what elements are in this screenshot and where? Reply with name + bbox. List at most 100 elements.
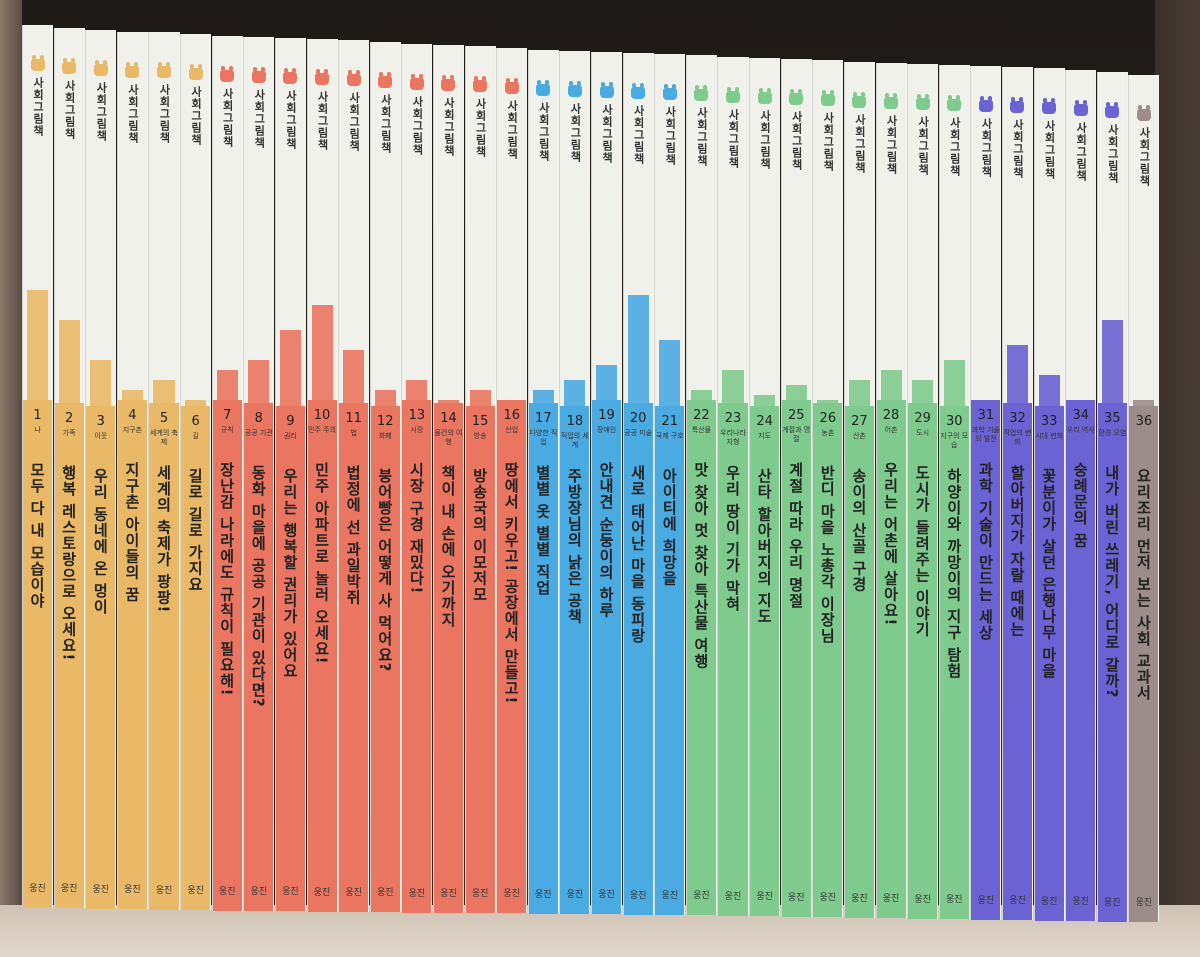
book-spine[interactable]: 사회그림책 23 우리나라 지형 우리 땅이 기가 막혀 웅진 [717,57,749,916]
mascot-icon [30,55,45,71]
book-spine[interactable]: 사회그림책 13 시장 시장 구경 재밌다! 웅진 [401,44,433,913]
book-spine[interactable]: 사회그림책 33 시대 변화 꽃분이가 살던 은행나무 마을 웅진 [1033,68,1065,921]
mascot-icon [884,93,899,109]
mascot-icon [125,62,140,78]
mascot-icon [441,75,456,91]
book-title: 우리는 행복할 권리가 있어요 [280,468,299,679]
publisher-label: 웅진 [661,891,679,901]
series-label: 사회그림책 [790,111,804,171]
spine-color-band: 36 요리조리 먼저 보는 사회 교과서 웅진 [1129,406,1159,922]
series-label: 사회그림책 [821,112,835,172]
book-spine[interactable]: 사회그림책 27 산촌 송이의 산골 구경 웅진 [843,62,875,918]
subject-label: 산업 [505,426,519,434]
volume-number: 36 [1135,414,1153,429]
book-spine[interactable]: 사회그림책 4 지구촌 지구촌 아이들의 꿈 웅진 [116,32,148,909]
volume-number: 12 [377,414,394,429]
book-title: 길로 길로 가지요 [186,468,205,593]
book-spine[interactable]: 사회그림책 19 장애인 안내견 순둥이의 하루 웅진 [591,52,623,914]
series-label: 사회그림책 [505,100,519,160]
book-spine[interactable]: 사회그림책 10 민주 주의 민주 아파트로 놀러 오세요! 웅진 [306,39,338,912]
spine-color-band: 11 법 법정에 선 과일박쥐 웅진 [339,403,369,912]
mascot-icon [93,60,108,76]
book-spine[interactable]: 사회그림책 18 직업의 세계 주방장님의 낡은 공책 웅진 [559,51,591,914]
volume-number: 13 [408,408,426,423]
building-illustration [279,330,301,406]
subject-label: 시대 변화 [1035,432,1064,440]
book-spine[interactable]: 사회그림책 1 나 모두 다 내 모습이야 웅진 [22,25,54,908]
publisher-label: 웅진 [1104,898,1121,908]
book-title: 하양이와 까망이의 지구 탐험 [944,468,963,679]
spine-color-band: 30 지구의 모습 하양이와 까망이의 지구 탐험 웅진 [939,406,969,919]
mascot-icon [346,70,361,86]
building-illustration [1101,320,1123,403]
book-spine[interactable]: 사회그림책 21 국제 구호 아이티에 희망을 웅진 [654,54,686,915]
mascot-icon [789,89,804,105]
subject-label: 농촌 [821,429,835,437]
subject-label: 공공 미술 [624,429,653,437]
book-spine[interactable]: 사회그림책 30 지구의 모습 하양이와 까망이의 지구 탐험 웅진 [938,65,970,919]
book-spine[interactable]: 사회그림책 36 요리조리 먼저 보는 사회 교과서 웅진 [1128,75,1160,922]
building-illustration [912,380,934,403]
volume-number: 22 [693,408,710,423]
book-spine[interactable]: 사회그림책 12 화폐 붕어빵은 어떻게 사 먹어요? 웅진 [369,42,401,912]
book-spine[interactable]: 사회그림책 16 산업 땅에서 키우고! 공장에서 만들고! 웅진 [496,48,528,913]
volume-number: 29 [914,411,931,426]
spine-color-band: 6 길 길로 길로 가지요 웅진 [181,406,211,910]
book-spine[interactable]: 사회그림책 2 가족 행복 레스토랑으로 오세요! 웅진 [53,28,85,908]
series-label: 사회그림책 [157,84,171,144]
mascot-icon [315,69,330,85]
building-illustration [27,290,49,400]
book-spine[interactable]: 사회그림책 34 우리 역사 숭례문의 꿈 웅진 [1065,70,1097,921]
book-spine[interactable]: 사회그림책 26 농촌 반디 마을 노총각 이장님 웅진 [812,60,844,917]
mascot-icon [1136,105,1151,121]
mascot-icon [188,64,203,80]
spine-color-band: 1 나 모두 다 내 모습이야 웅진 [23,400,53,908]
book-title: 반디 마을 노총각 이장님 [818,465,837,644]
book-spine[interactable]: 사회그림책 7 규칙 장난감 나라에도 규칙이 필요해! 웅진 [211,36,243,911]
series-label: 사회그림책 [1011,119,1025,179]
book-spine[interactable]: 사회그림책 28 어촌 우리는 어촌에 살아요! 웅진 [875,63,907,918]
book-spine[interactable]: 사회그림책 14 물건의 여행 책이 내 손에 오기까지 웅진 [432,45,465,913]
spine-color-band: 35 환경 오염 내가 버린 쓰레기, 어디로 갈까? 웅진 [1097,403,1127,922]
spine-color-band: 8 공공 기관 동화 마을에 공공 기관이 있다면? 웅진 [244,403,274,911]
book-spine[interactable]: 사회그림책 9 권리 우리는 행복할 권리가 있어요 웅진 [274,38,306,911]
book-spine[interactable]: 사회그림책 25 계절과 명절 계절 따라 우리 명절 웅진 [780,59,812,917]
book-spine[interactable]: 사회그림책 20 공공 미술 새로 태어난 마을 동피랑 웅진 [622,53,654,915]
mascot-icon [283,68,298,84]
series-label: 사회그림책 [916,116,930,176]
building-illustration [880,370,902,400]
book-spine[interactable]: 사회그림책 22 특산물 맛 찾아 멋 찾아 특산물 여행 웅진 [685,55,717,915]
spine-color-band: 19 장애인 안내견 순둥이의 하루 웅진 [592,400,622,914]
spine-color-band: 5 세계의 축제 세계의 축제가 팡팡! 웅진 [149,403,179,910]
book-spine[interactable]: 사회그림책 31 과학 기술의 발전 과학 기술이 만드는 세상 웅진 [970,66,1002,920]
book-spine[interactable]: 사회그림책 5 세계의 축제 세계의 축제가 팡팡! 웅진 [148,32,180,910]
book-spine[interactable]: 사회그림책 11 법 법정에 선 과일박쥐 웅진 [338,40,370,912]
publisher-label: 웅진 [535,890,552,900]
publisher-label: 웅진 [250,887,268,897]
volume-number: 31 [977,408,995,423]
book-spine[interactable]: 사회그림책 3 이웃 우리 동네에 온 멍이 웅진 [85,30,117,909]
building-illustration [722,370,744,403]
book-spine[interactable]: 사회그림책 24 지도 산타 할아버지의 지도 웅진 [749,58,781,916]
mascot-icon [662,84,677,100]
series-label: 사회그림책 [189,86,203,146]
subject-label: 환경 오염 [1098,429,1127,437]
subject-label: 나 [34,426,41,434]
publisher-label: 웅진 [187,886,204,896]
book-spine[interactable]: 사회그림책 35 환경 오염 내가 버린 쓰레기, 어디로 갈까? 웅진 [1096,72,1128,922]
book-spine[interactable]: 사회그림책 17 다양한 직업 별별 옷 별별 직업 웅진 [527,50,559,914]
subject-label: 화폐 [378,432,392,440]
book-spine[interactable]: 사회그림책 32 직업의 변화 할아버지가 자랄 때에는 웅진 [1001,67,1034,920]
series-label: 사회그림책 [600,104,614,164]
book-spine[interactable]: 사회그림책 8 공공 기관 동화 마을에 공공 기관이 있다면? 웅진 [243,37,275,911]
spine-color-band: 29 도시 도시가 들려주는 이야기 웅진 [908,403,938,919]
publisher-label: 웅진 [598,890,615,900]
spine-color-band: 28 어촌 우리는 어촌에 살아요! 웅진 [876,400,906,918]
publisher-label: 웅진 [1009,896,1026,906]
book-spine[interactable]: 사회그림책 29 도시 도시가 들려주는 이야기 웅진 [907,64,939,919]
book-spine[interactable]: 사회그림책 6 길 길로 길로 가지요 웅진 [180,34,212,910]
volume-number: 10 [313,408,331,423]
book-spine[interactable]: 사회그림책 15 방송 방송국의 이모저모 웅진 [464,46,496,913]
subject-label: 공공 기관 [244,429,273,437]
subject-label: 직업의 세계 [560,432,589,449]
